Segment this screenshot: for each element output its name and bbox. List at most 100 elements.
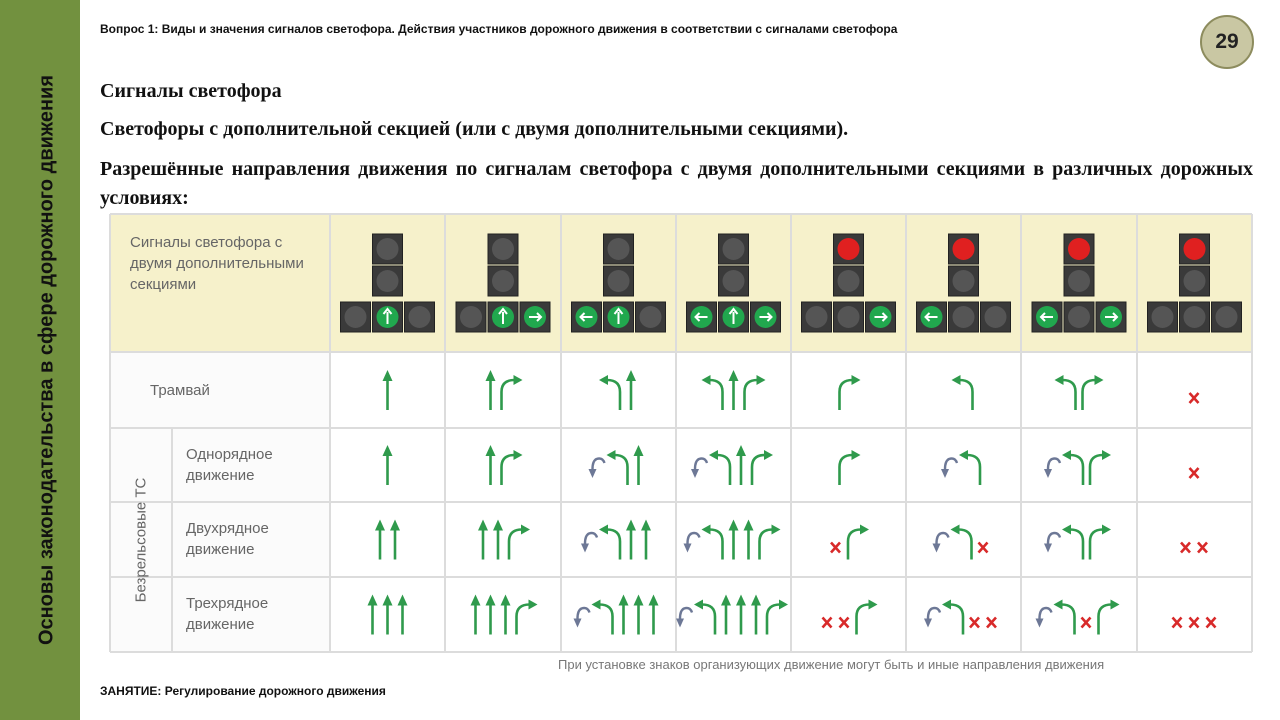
arrow: [966, 453, 982, 485]
arrow: [765, 603, 781, 635]
arrow: [1097, 603, 1112, 635]
note: При установке знаков организующих движен…: [558, 657, 1105, 672]
arrow-head: [581, 543, 589, 553]
arrow-head: [1094, 375, 1104, 385]
arrow-head: [633, 594, 644, 606]
lamp-arrow: [382, 307, 393, 324]
arrow-head: [521, 524, 530, 535]
lamp: [952, 306, 975, 328]
arrow-head: [676, 618, 684, 628]
arrow-head: [851, 375, 861, 385]
lamp-arrow: [1105, 312, 1119, 322]
arrow-head: [1044, 543, 1052, 553]
arrow-head: [618, 594, 629, 606]
arrow-head: [485, 594, 496, 606]
arrow-head: [397, 594, 408, 606]
lamp-arrow: [874, 312, 888, 322]
arrow-head: [756, 375, 766, 385]
arrow: [591, 457, 606, 470]
arrow-head: [924, 618, 932, 628]
arrow-head: [728, 370, 739, 381]
arrow: [515, 603, 530, 635]
arrow-head: [959, 450, 968, 460]
arrow-head: [941, 469, 949, 478]
arrow: [500, 378, 515, 410]
lamp: [1068, 238, 1090, 260]
arrow-head: [860, 524, 869, 535]
arrow-head: [641, 519, 651, 531]
group-label: Безрельсовые ТС: [132, 477, 150, 603]
arrow: [935, 531, 950, 544]
header-label: Сигналы светофора с двумя дополнительным…: [130, 234, 304, 293]
cross: [838, 616, 850, 629]
arrow-head: [633, 445, 644, 456]
arrow-head: [375, 519, 385, 531]
arrow-head: [691, 469, 699, 478]
lamp: [1068, 270, 1090, 292]
arrow-head: [382, 445, 393, 456]
heading: Сигналы светофора: [100, 80, 282, 102]
question: Вопрос 1: Виды и значения сигналов свето…: [100, 22, 898, 36]
cross: [986, 616, 997, 629]
arrow-head: [951, 375, 961, 385]
arrow: [943, 457, 959, 470]
lamp: [1151, 306, 1174, 328]
arrow-head: [1035, 618, 1044, 628]
cross: [1080, 616, 1092, 629]
arrow: [1069, 528, 1085, 560]
arrow: [1069, 453, 1085, 485]
arrow: [583, 531, 599, 544]
lamp: [837, 306, 860, 328]
arrow-head: [367, 594, 378, 606]
arrow-head: [1102, 524, 1111, 535]
lamp-arrow: [728, 307, 739, 324]
arrow: [500, 453, 515, 485]
lamp: [376, 270, 399, 292]
lamp: [607, 238, 630, 260]
sidebar: [0, 0, 80, 720]
lamp: [376, 238, 399, 260]
cross: [1180, 541, 1191, 554]
arrow-head: [573, 618, 582, 628]
lamp: [722, 270, 745, 292]
lamp: [492, 238, 514, 260]
arrow-head: [1053, 599, 1063, 610]
subheading: Светофоры с дополнительной секцией (или …: [100, 118, 849, 140]
arrow-head: [683, 543, 692, 553]
arrow: [926, 606, 942, 619]
arrow: [599, 603, 614, 635]
paragraph: Разрешённые направления движения по сигн…: [100, 158, 1253, 209]
row-label: Двухрядное движение: [186, 520, 269, 558]
arrow-head: [1062, 450, 1071, 460]
arrow: [716, 453, 732, 485]
arrow: [606, 378, 622, 410]
arrow-head: [626, 519, 636, 531]
arrow: [693, 457, 709, 470]
arrow: [743, 378, 758, 410]
lamp-arrow: [759, 312, 773, 322]
cross: [1197, 541, 1208, 554]
arrow-head: [470, 594, 481, 606]
cross: [1188, 616, 1200, 629]
arrow: [686, 531, 701, 544]
arrow-head: [626, 370, 636, 381]
arrow-head: [1062, 524, 1071, 535]
arrow-head: [1054, 375, 1064, 385]
lamp: [607, 270, 630, 292]
lesson: ЗАНЯТИЕ: Регулирование дорожного движени…: [100, 684, 386, 698]
arrow-head: [648, 594, 659, 606]
cross: [821, 616, 833, 629]
arrow-head: [500, 594, 511, 606]
arrow-head: [513, 450, 523, 460]
arrow-head: [721, 594, 731, 606]
cross: [1171, 616, 1183, 629]
cross: [1188, 392, 1200, 404]
lamp-arrow: [529, 312, 543, 322]
lamp: [952, 270, 975, 292]
lamp: [492, 270, 514, 292]
arrow-head: [736, 445, 746, 456]
arrow-head: [1102, 450, 1111, 460]
lamp: [805, 306, 828, 328]
